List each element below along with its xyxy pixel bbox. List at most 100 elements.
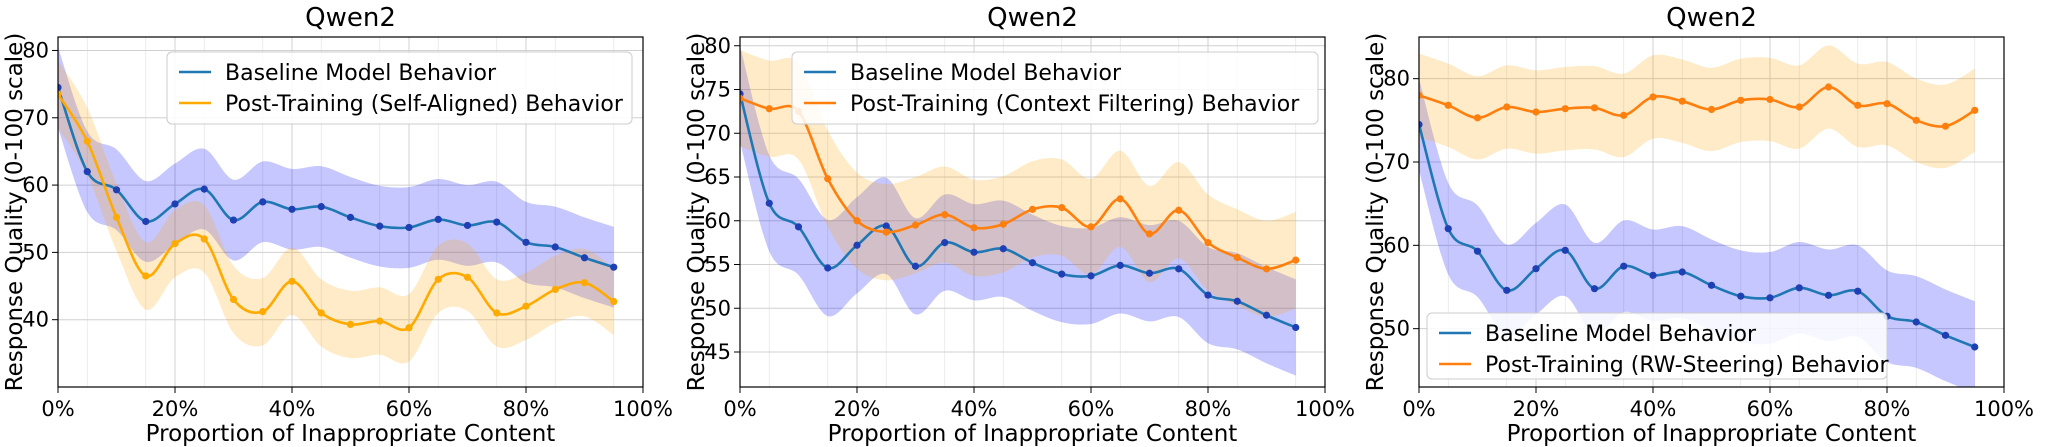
data-point-series-2: [1737, 96, 1745, 104]
data-point-series-1: [1737, 292, 1745, 300]
axes-frame: [739, 36, 1326, 388]
data-point-series-1: [200, 185, 208, 193]
data-point-series-2: [1854, 101, 1862, 109]
data-point-series-1: [1145, 269, 1154, 277]
data-point-series-1: [765, 199, 773, 207]
data-point-series-1: [580, 254, 589, 262]
data-point-series-1: [794, 223, 803, 231]
data-point-series-1: [1028, 259, 1037, 267]
data-point-series-2: [740, 94, 744, 102]
data-point-series-2: [1204, 239, 1212, 247]
plot-area: [58, 47, 618, 364]
x-axis-label: Proportion of Inappropriate Content: [146, 421, 556, 447]
data-point-series-2: [463, 273, 472, 281]
data-point-series-2: [1175, 206, 1183, 214]
x-tick-label: 40%: [951, 397, 998, 421]
data-point-series-2: [83, 137, 91, 145]
data-point-series-1: [317, 203, 325, 211]
data-point-series-2: [200, 235, 208, 243]
data-point-series-1: [853, 241, 861, 249]
data-point-series-1: [376, 222, 384, 230]
data-point-series-1: [171, 200, 179, 208]
x-tick-label: 100%: [1295, 397, 1355, 421]
x-tick-label: 20%: [152, 397, 199, 421]
data-point-series-1: [1824, 291, 1833, 299]
data-point-series-2: [288, 277, 296, 285]
data-point-series-2: [171, 240, 179, 248]
data-point-series-2: [112, 213, 121, 221]
data-point-series-2: [941, 211, 949, 219]
axes-frame: [57, 36, 644, 388]
data-point-series-2: [765, 105, 773, 113]
axes-frame: [1418, 36, 2005, 388]
data-point-series-2: [1620, 111, 1628, 119]
data-point-series-1: [941, 239, 949, 247]
data-point-series-2: [1766, 95, 1774, 104]
data-point-series-1: [1854, 287, 1862, 295]
data-point-series-1: [288, 205, 296, 213]
data-point-series-1: [259, 198, 267, 206]
data-point-series-1: [1087, 272, 1095, 280]
y-tick-label: 60: [1383, 233, 1410, 257]
data-point-series-1: [999, 245, 1007, 253]
data-point-series-1: [970, 248, 978, 256]
data-point-series-1: [112, 186, 121, 194]
x-tick-label: 40%: [1630, 397, 1677, 421]
y-tick-label: 80: [22, 38, 49, 62]
data-point-series-2: [1649, 93, 1657, 101]
data-point-series-1: [1678, 268, 1686, 276]
x-tick-label: 40%: [269, 397, 316, 421]
data-point-series-1: [1204, 291, 1212, 299]
data-point-series-1: [551, 243, 559, 251]
data-point-series-1: [1116, 261, 1124, 269]
data-point-series-1: [1262, 311, 1271, 319]
chart-title: Qwen2: [987, 3, 1078, 33]
data-point-series-1: [1473, 247, 1482, 255]
data-point-series-1: [1292, 323, 1300, 332]
data-point-series-1: [434, 215, 442, 224]
data-point-series-2: [1444, 101, 1452, 109]
data-point-series-2: [434, 275, 442, 283]
data-point-series-2: [1883, 100, 1891, 108]
data-point-series-2: [1473, 114, 1482, 122]
data-point-series-2: [1912, 116, 1920, 124]
data-point-series-1: [1444, 225, 1452, 233]
data-point-series-2: [610, 297, 618, 306]
data-point-series-2: [1058, 204, 1066, 212]
y-tick-label: 50: [22, 240, 49, 264]
data-point-series-2: [259, 308, 267, 316]
data-point-series-1: [493, 218, 501, 226]
y-axis-label: Response Quality (0-100 scale): [684, 33, 710, 392]
data-point-series-2: [1028, 205, 1037, 213]
y-tick-label: 50: [704, 296, 731, 320]
legend-label-series-1: Baseline Model Behavior: [225, 61, 497, 86]
x-tick-label: 0%: [41, 397, 74, 421]
data-point-series-1: [346, 213, 355, 221]
data-point-series-2: [1116, 195, 1124, 203]
data-point-series-1: [229, 216, 238, 224]
data-point-series-1: [1795, 284, 1803, 292]
data-point-series-1: [911, 262, 920, 270]
data-point-series-1: [1912, 318, 1920, 326]
data-point-series-1: [142, 217, 150, 226]
confidence-band-series-1: [740, 45, 1296, 376]
x-tick-label: 20%: [1513, 397, 1560, 421]
legend-frame: [1426, 312, 1888, 380]
data-point-series-1: [463, 221, 472, 230]
legend-label-series-2: Post-Training (Self-Aligned) Behavior: [225, 92, 624, 117]
x-tick-label: 0%: [723, 397, 756, 421]
chart-title: Qwen2: [305, 3, 396, 33]
data-point-series-1: [1971, 343, 1979, 351]
data-point-series-1: [824, 264, 832, 272]
data-point-series-1: [58, 83, 62, 92]
chart-panel-1: 0% 20% 40% 60% 80% 100% 40 50 60 70 80 Qwen2 Proport…: [2, 3, 673, 447]
x-tick-label: 100%: [613, 397, 673, 421]
data-point-series-2: [317, 309, 325, 317]
data-point-series-2: [911, 221, 920, 229]
legend: Baseline Model Behavior Post-Training (RW…: [1426, 312, 1889, 380]
data-point-series-2: [1292, 256, 1300, 264]
data-point-series-2: [1678, 97, 1686, 105]
data-point-series-2: [853, 217, 861, 225]
data-point-series-2: [824, 175, 832, 183]
